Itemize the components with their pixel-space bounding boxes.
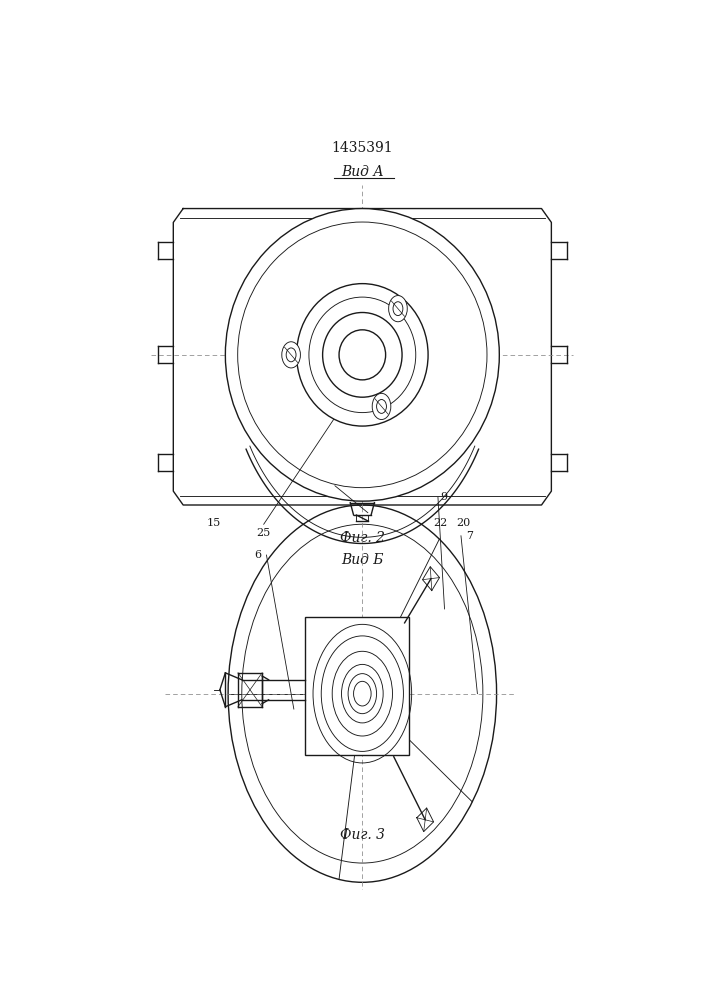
Text: 1: 1 (334, 488, 341, 498)
Text: 9: 9 (440, 492, 447, 502)
Circle shape (389, 296, 407, 322)
Text: 7: 7 (466, 531, 473, 541)
Text: Вид А: Вид А (341, 165, 384, 179)
Polygon shape (173, 209, 551, 505)
Ellipse shape (238, 222, 487, 488)
Text: Фиг. 2: Фиг. 2 (340, 531, 385, 545)
Text: 6: 6 (255, 550, 262, 560)
Ellipse shape (339, 330, 385, 380)
Circle shape (242, 524, 483, 863)
Bar (305, 617, 409, 755)
Text: 22: 22 (433, 518, 448, 528)
Circle shape (228, 505, 496, 882)
Ellipse shape (322, 312, 402, 397)
Circle shape (372, 393, 391, 420)
Text: Вид Б: Вид Б (341, 553, 384, 567)
Text: Фиг. 3: Фиг. 3 (340, 828, 385, 842)
Ellipse shape (226, 209, 499, 501)
Text: 25: 25 (257, 528, 271, 538)
Circle shape (393, 302, 403, 316)
Text: 15: 15 (206, 518, 221, 528)
Circle shape (286, 348, 296, 362)
Ellipse shape (309, 297, 416, 413)
Text: 20: 20 (457, 518, 471, 528)
Circle shape (282, 342, 300, 368)
Ellipse shape (297, 284, 428, 426)
Text: 1435391: 1435391 (332, 141, 393, 155)
Circle shape (377, 400, 387, 413)
